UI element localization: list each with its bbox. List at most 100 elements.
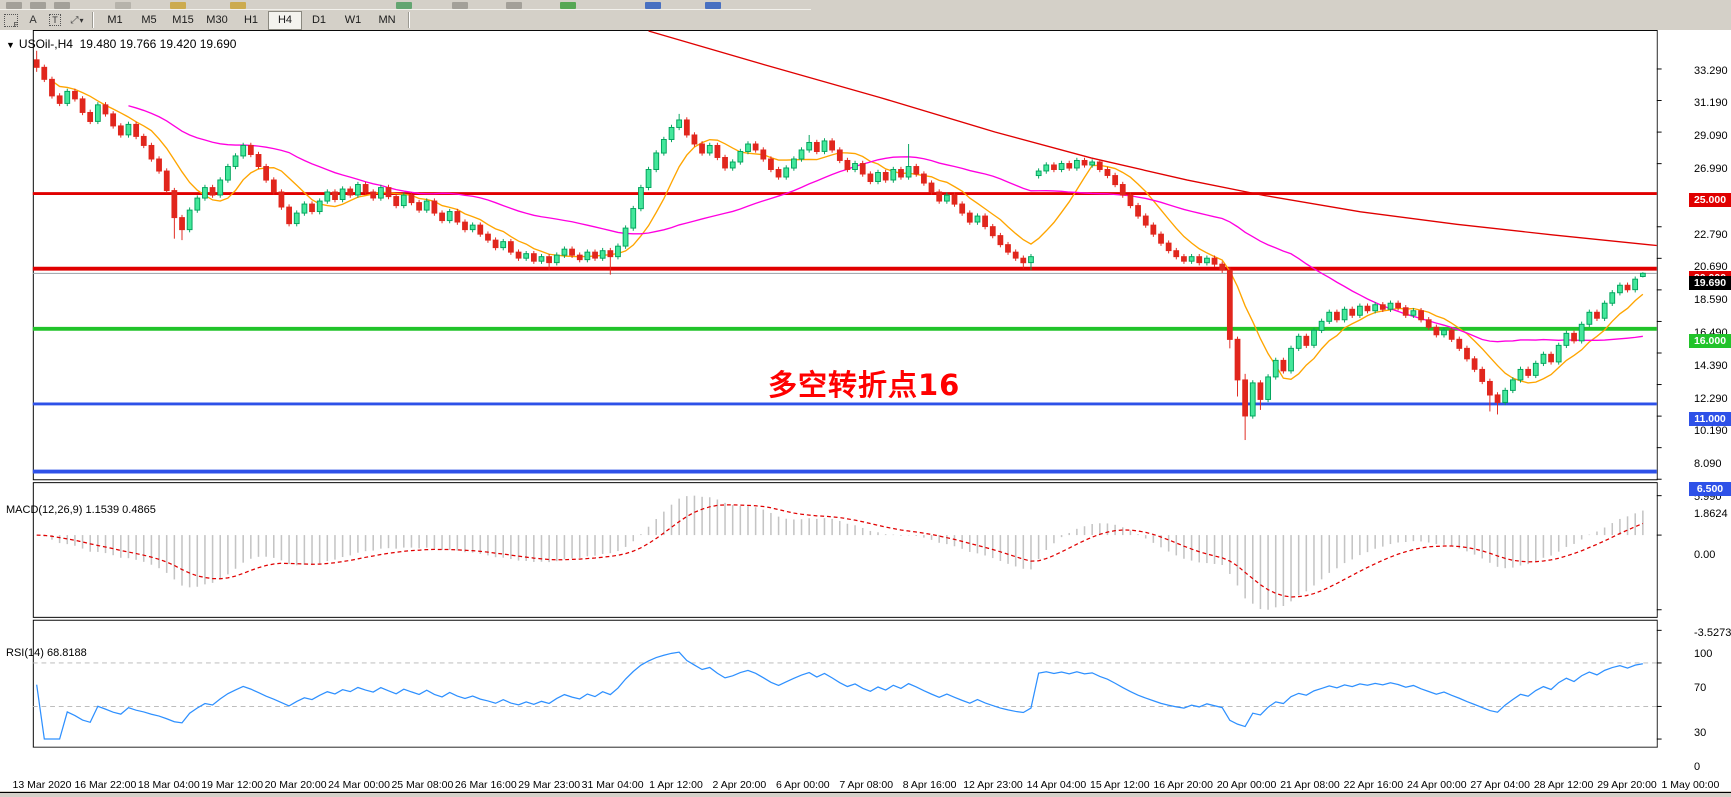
candle [859, 163, 866, 175]
candle [1326, 311, 1333, 322]
candle [1563, 332, 1570, 346]
toolbar-icon-cropped[interactable] [6, 2, 22, 9]
candle [638, 187, 644, 210]
candle [1525, 368, 1532, 376]
candle [87, 111, 94, 122]
dropdown-caret-icon[interactable]: ▾ [79, 15, 84, 25]
time-axis-label: 16 Apr 20:00 [1153, 779, 1213, 791]
candle [1548, 353, 1554, 363]
candle [745, 143, 751, 152]
candle [630, 208, 637, 229]
snap-grid-icon[interactable]: F [0, 12, 22, 29]
candle [140, 135, 147, 146]
toolbar-separator [92, 12, 94, 28]
candle [209, 187, 216, 196]
toolbar-icon-cropped[interactable] [506, 2, 522, 9]
candle [347, 188, 354, 196]
price-axis-label: 14.390 [1694, 359, 1728, 372]
candle [416, 202, 422, 211]
candle [775, 169, 782, 178]
toolbar-icon-cropped[interactable] [230, 2, 246, 9]
time-axis-label: 13 Mar 2020 [12, 779, 72, 791]
font-tool-icon[interactable]: A [29, 14, 37, 26]
candle [1540, 353, 1547, 364]
toolbar-icon-cropped[interactable] [645, 2, 661, 9]
chart-dropdown-icon[interactable]: ▼ [6, 40, 15, 50]
price-axis-label: 33.290 [1694, 64, 1728, 77]
timeframe-button-m15[interactable]: M15 [172, 14, 194, 26]
price-axis-label: 10.190 [1694, 425, 1728, 438]
timeframe-button-h4[interactable]: H4 [268, 10, 302, 30]
candle [668, 126, 675, 140]
candle [1441, 329, 1447, 336]
chart-symbol-label: USOil-,H4 [18, 37, 73, 51]
chart-area [0, 30, 1731, 791]
candle [56, 95, 63, 104]
toolbar-icon-cropped[interactable] [705, 2, 721, 9]
candle [225, 166, 231, 181]
cursor-tools-icon[interactable]: ⤢ ▾ [70, 14, 84, 26]
toolbar-icon-cropped[interactable] [170, 2, 186, 9]
candle [423, 200, 430, 211]
chart-canvas[interactable] [0, 30, 1731, 791]
candle [446, 211, 453, 222]
candle [829, 140, 836, 151]
candle [1089, 161, 1096, 166]
rsi-line [36, 651, 1643, 740]
price-axis-label: 18.590 [1694, 294, 1728, 307]
toolbar-icon-cropped[interactable] [54, 2, 70, 9]
timeframe-button-h1[interactable]: H1 [243, 14, 259, 26]
toolbar-icon-cropped[interactable] [560, 2, 576, 9]
candle [79, 98, 86, 113]
candle [676, 119, 683, 128]
candle [179, 217, 185, 231]
time-axis-label: 26 Mar 16:00 [454, 779, 517, 791]
candle [217, 179, 224, 196]
candle [1464, 347, 1470, 360]
time-axis-label: 28 Apr 12:00 [1533, 779, 1594, 791]
candle [370, 191, 377, 199]
price-badge-6.500: 6.500 [1689, 481, 1731, 496]
text-box-tool-icon[interactable]: T [44, 12, 66, 29]
timeframe-button-m30[interactable]: M30 [206, 14, 228, 26]
timeframe-button-mn[interactable]: MN [378, 14, 396, 26]
candle [1632, 278, 1639, 291]
candle [1425, 319, 1432, 328]
timeframe-button-m1[interactable]: M1 [107, 14, 123, 26]
candle [94, 104, 101, 122]
candle [1502, 389, 1509, 403]
ma-slow-line [648, 30, 1657, 247]
timeframe-button-w1[interactable]: W1 [344, 14, 362, 26]
timeframe-button-d1[interactable]: D1 [311, 14, 327, 26]
candle [1211, 257, 1218, 265]
timeframe-button-m5[interactable]: M5 [141, 14, 157, 26]
candle [125, 123, 132, 136]
candle [232, 155, 239, 167]
candle [1295, 335, 1302, 349]
candle [309, 203, 315, 213]
candle [72, 90, 78, 100]
candle [1112, 175, 1119, 186]
toolbar-icon-cropped[interactable] [115, 2, 131, 9]
candle [469, 224, 476, 231]
candle [148, 144, 155, 160]
candle [1601, 302, 1608, 319]
time-axis-label: 6 Apr 00:00 [775, 779, 830, 791]
candle [852, 163, 858, 170]
candle [768, 158, 774, 170]
toolbar-icon-cropped[interactable] [30, 2, 46, 9]
candle [1456, 338, 1463, 349]
macd-axis-label: 1.8624 [1694, 508, 1728, 521]
candle [1617, 284, 1623, 294]
candle [324, 191, 331, 202]
axis-column [1657, 30, 1699, 747]
candle [1257, 382, 1264, 400]
candle [1066, 163, 1073, 169]
candle [660, 139, 667, 154]
candle [836, 149, 843, 161]
candle [1471, 358, 1478, 370]
toolbar-icon-cropped[interactable] [396, 2, 412, 9]
candle [1188, 256, 1195, 262]
candle [332, 191, 338, 200]
toolbar-icon-cropped[interactable] [452, 2, 468, 9]
